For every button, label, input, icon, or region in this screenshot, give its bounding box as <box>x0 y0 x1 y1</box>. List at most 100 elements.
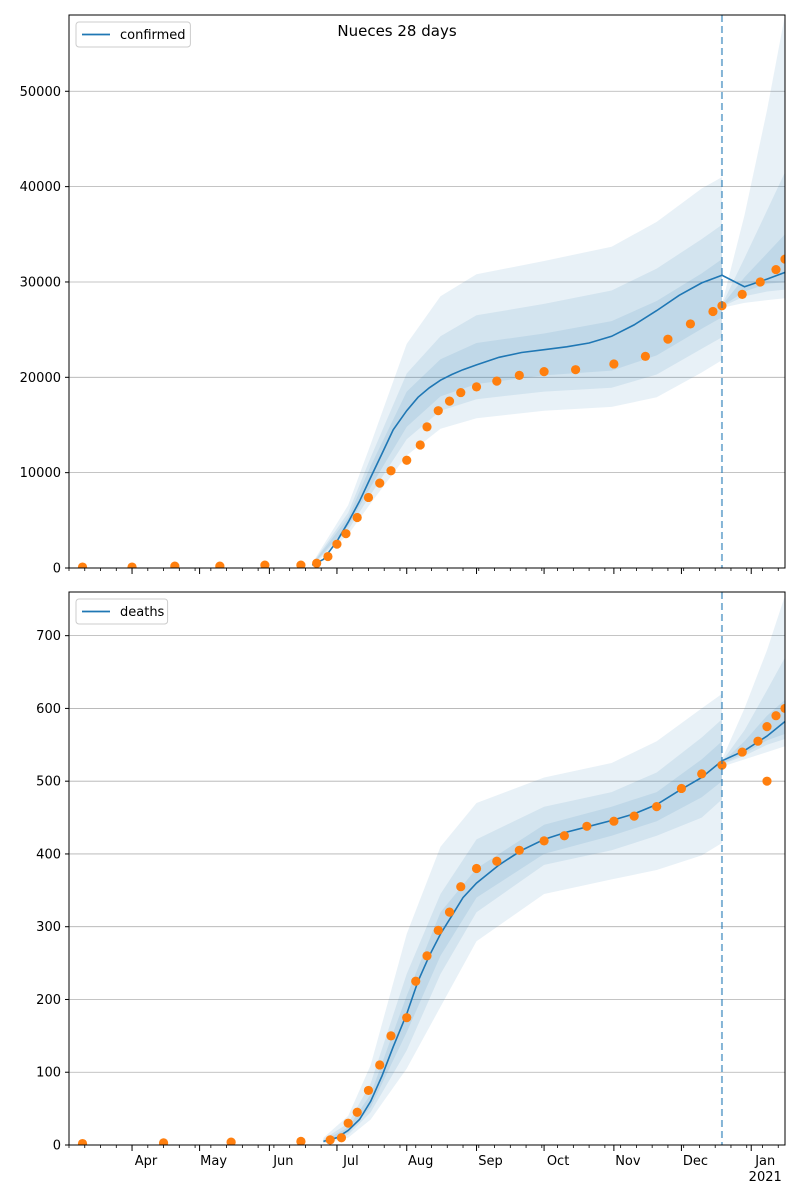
legend-box <box>75 598 169 625</box>
observed-point <box>402 1013 412 1023</box>
observed-point <box>170 561 180 568</box>
observed-point <box>363 492 374 503</box>
observed-point <box>762 776 772 786</box>
y-tick-label: 500 <box>36 775 61 790</box>
x-tick-label: Jul <box>342 1154 359 1169</box>
x-tick-label: Aug <box>408 1154 433 1169</box>
observed-point <box>582 821 592 831</box>
observed-point <box>323 551 333 562</box>
legend-box <box>75 21 191 48</box>
observed-point <box>352 1107 362 1117</box>
observed-point <box>539 366 549 377</box>
legend-label: deaths <box>120 605 165 620</box>
y-tick-label: 700 <box>36 629 61 644</box>
observed-point <box>762 722 772 732</box>
observed-point <box>514 845 524 855</box>
observed-point <box>539 836 549 846</box>
observed-point <box>492 856 502 866</box>
observed-point <box>260 560 270 568</box>
observed-point <box>771 711 781 721</box>
observed-point <box>492 376 502 386</box>
y-tick-label: 30000 <box>20 275 61 290</box>
observed-point <box>386 466 396 476</box>
observed-point <box>697 769 707 779</box>
observed-point <box>780 703 785 714</box>
observed-point <box>77 562 88 568</box>
confidence-band <box>722 172 785 307</box>
observed-point <box>226 1137 236 1145</box>
observed-point <box>755 277 765 287</box>
observed-point <box>753 736 763 746</box>
x-tick-label: Jun <box>272 1154 293 1169</box>
plot-area <box>77 15 785 568</box>
observed-point <box>352 512 362 523</box>
confidence-band <box>323 719 722 1143</box>
x-tick-label-line: Nov <box>615 1154 641 1169</box>
observed-point <box>609 359 619 369</box>
plot-area <box>77 595 785 1145</box>
y-tick-label: 10000 <box>20 466 61 481</box>
observed-point <box>158 1138 169 1145</box>
y-tick-label: 40000 <box>20 180 61 195</box>
x-tick-label: Sep <box>478 1154 503 1169</box>
confidence-band <box>323 741 722 1143</box>
observed-point <box>402 455 412 465</box>
observed-point <box>559 831 569 841</box>
observed-point <box>422 951 432 961</box>
x-tick-label: Oct <box>547 1154 569 1169</box>
observed-point <box>411 976 421 986</box>
x-tick-label-line: Jun <box>272 1154 293 1169</box>
observed-point <box>341 529 351 539</box>
y-tick-label: 100 <box>36 1066 61 1081</box>
observed-point <box>609 816 619 826</box>
x-tick-label: Jan 2021 <box>749 1154 782 1185</box>
confidence-band <box>312 224 722 566</box>
observed-point <box>296 560 306 568</box>
observed-point <box>433 406 443 416</box>
observed-point <box>415 440 425 450</box>
observed-point <box>325 1135 335 1145</box>
observed-point <box>514 370 524 381</box>
x-tick-label: Apr <box>135 1154 158 1169</box>
observed-point <box>77 1138 88 1145</box>
observed-point <box>685 319 696 329</box>
observed-point <box>422 422 432 432</box>
series-line-confirmed <box>311 271 785 566</box>
x-tick-label: Nov <box>615 1154 641 1169</box>
observed-point <box>771 264 781 275</box>
confidence-band <box>312 259 722 566</box>
y-tick-label: 0 <box>53 1139 61 1154</box>
observed-point <box>312 558 322 568</box>
x-tick-label-line: Oct <box>547 1154 569 1169</box>
x-tick-label-line: Apr <box>135 1154 158 1169</box>
y-tick-label: 200 <box>36 993 61 1008</box>
observed-point <box>571 365 581 375</box>
panel-0: 0 10000 20000 30000 40000 50000 confirmed Nuece… <box>20 14 786 577</box>
y-tick-label: 0 <box>53 562 61 577</box>
observed-point <box>471 863 482 874</box>
observed-point <box>737 747 747 757</box>
x-tick-label-line: Jul <box>342 1154 359 1169</box>
y-tick-label: 20000 <box>20 371 61 386</box>
observed-point <box>444 907 455 917</box>
plot-frame <box>68 591 786 1146</box>
confidence-band <box>722 657 785 765</box>
observed-point <box>336 1133 347 1143</box>
y-tick-label: 600 <box>36 702 61 717</box>
observed-point <box>676 783 687 794</box>
observed-point <box>363 1085 374 1096</box>
observed-point <box>386 1031 396 1041</box>
observed-point <box>456 387 466 398</box>
observed-point <box>343 1118 353 1128</box>
observed-point <box>433 925 443 935</box>
plot-frame <box>68 14 786 569</box>
observed-point <box>215 561 225 568</box>
series-line-deaths <box>323 720 785 1143</box>
observed-point <box>780 254 785 264</box>
x-tick-label-line: Dec <box>683 1154 708 1169</box>
observed-point <box>717 760 727 770</box>
observed-point <box>456 882 466 892</box>
observed-point <box>332 539 342 549</box>
